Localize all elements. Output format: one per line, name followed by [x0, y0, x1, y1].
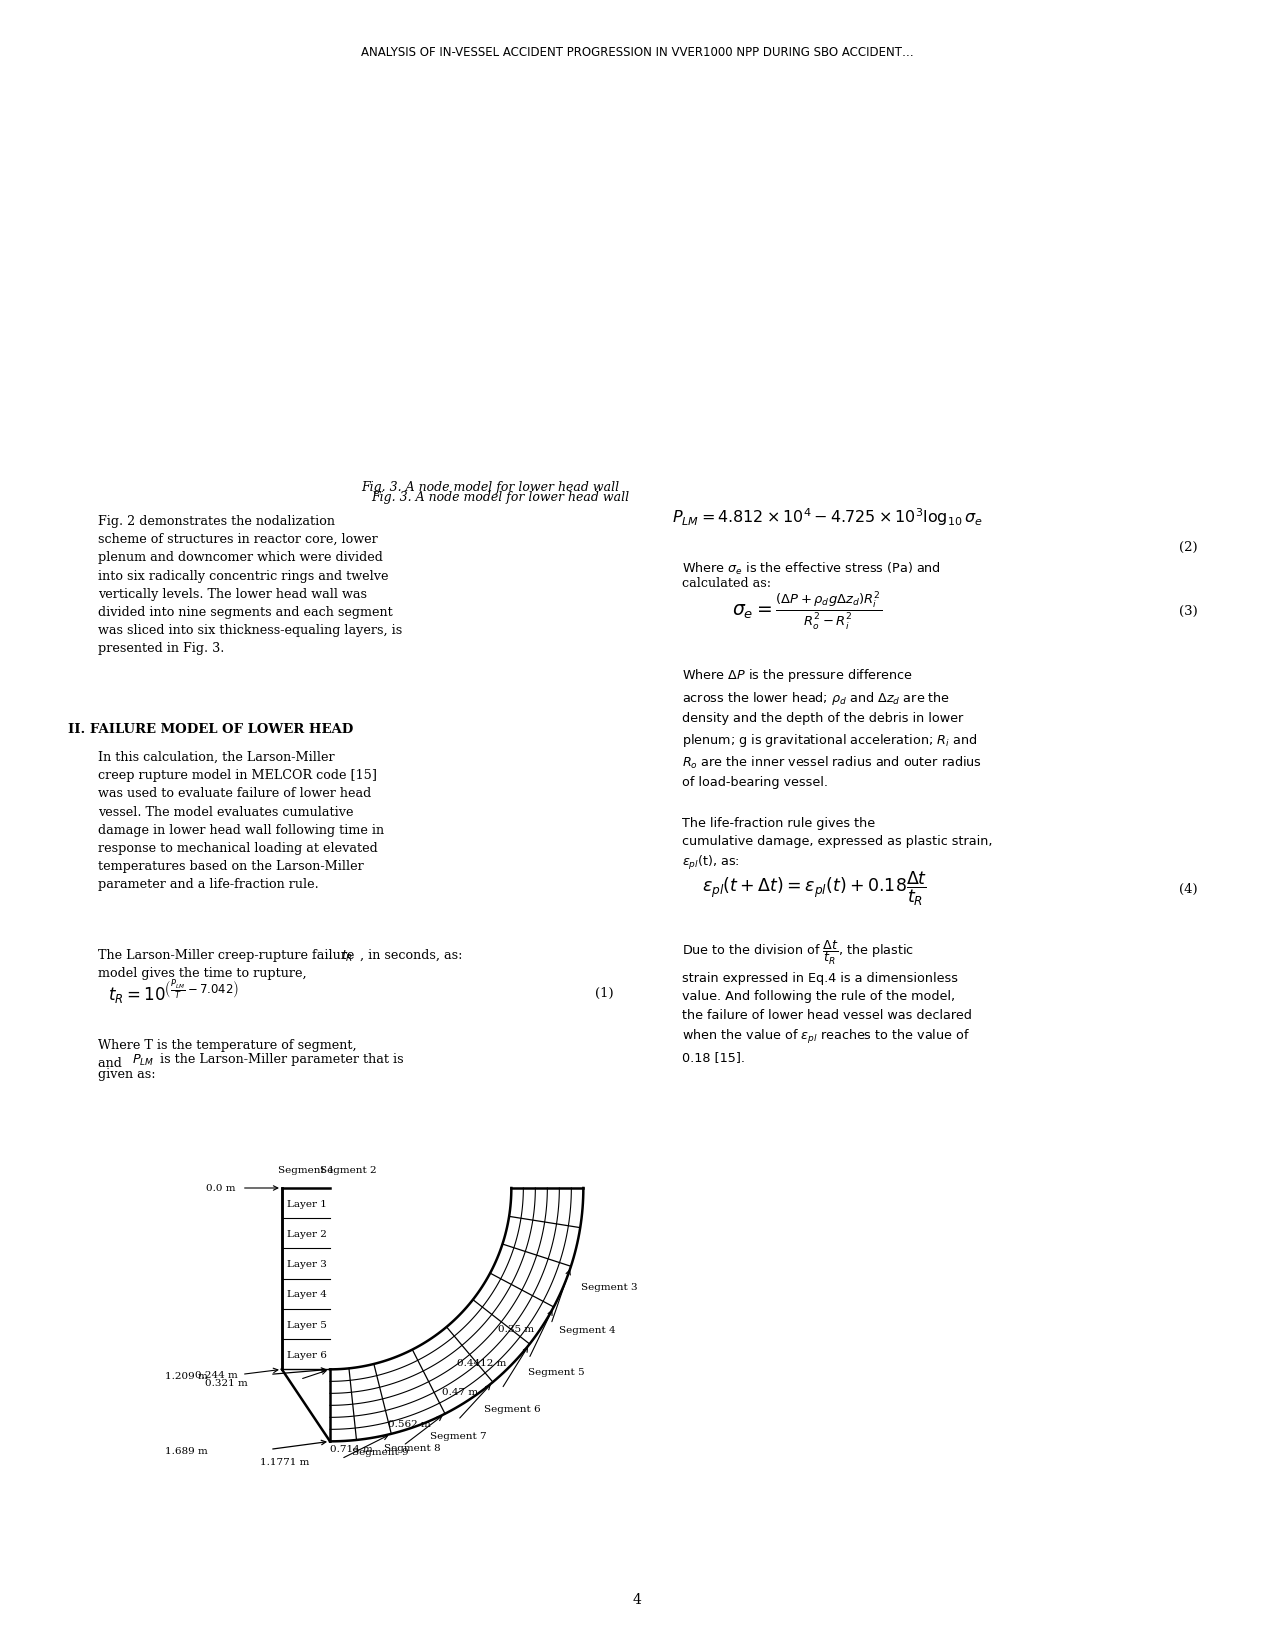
Text: II. FAILURE MODEL OF LOWER HEAD: II. FAILURE MODEL OF LOWER HEAD: [68, 722, 353, 735]
Text: Segment 3: Segment 3: [581, 1282, 637, 1290]
Text: 0.4412 m: 0.4412 m: [457, 1358, 507, 1368]
Text: (4): (4): [1180, 882, 1198, 895]
Text: 0.244 m: 0.244 m: [195, 1369, 238, 1379]
Text: 1.1771 m: 1.1771 m: [260, 1457, 310, 1467]
Text: 0.714 m: 0.714 m: [330, 1444, 373, 1454]
Text: Layer 6: Layer 6: [287, 1350, 326, 1360]
Text: Fig. 3. A node model for lower head wall: Fig. 3. A node model for lower head wall: [371, 491, 629, 504]
Text: Segment 2: Segment 2: [320, 1165, 376, 1175]
Text: $t_R = 10^{\left(\frac{P_{LM}}{T} - 7.042\right)}$: $t_R = 10^{\left(\frac{P_{LM}}{T} - 7.04…: [108, 979, 240, 1007]
Text: $\varepsilon_{pl}(t + \Delta t) = \varepsilon_{pl}(t) + 0.18\dfrac{\Delta t}{t_R: $\varepsilon_{pl}(t + \Delta t) = \varep…: [702, 868, 927, 908]
Text: Layer 3: Layer 3: [287, 1259, 326, 1269]
Text: Layer 5: Layer 5: [287, 1320, 326, 1328]
Text: 0.35 m: 0.35 m: [498, 1323, 534, 1333]
Text: In this calculation, the Larson-Miller
creep rupture model in MELCOR code [15]
w: In this calculation, the Larson-Miller c…: [98, 750, 385, 892]
Text: ANALYSIS OF IN-VESSEL ACCIDENT PROGRESSION IN VVER1000 NPP DURING SBO ACCIDENT…: ANALYSIS OF IN-VESSEL ACCIDENT PROGRESSI…: [361, 46, 913, 58]
Text: Segment 1: Segment 1: [278, 1165, 334, 1175]
Text: 4: 4: [633, 1592, 641, 1607]
Text: Segment 9: Segment 9: [352, 1447, 409, 1457]
Text: 1.209 m: 1.209 m: [166, 1371, 208, 1379]
Text: 0.321 m: 0.321 m: [205, 1378, 248, 1388]
Text: 0.0 m: 0.0 m: [206, 1183, 236, 1193]
Text: Due to the division of $\dfrac{\Delta t}{t_R}$, the plastic
strain expressed in : Due to the division of $\dfrac{\Delta t}…: [682, 938, 972, 1063]
Text: Fig. 2 demonstrates the nodalization
scheme of structures in reactor core, lower: Fig. 2 demonstrates the nodalization sch…: [98, 514, 403, 654]
Text: $\sigma_e = \frac{(\Delta P + \rho_d g \Delta z_d) R_i^2}{R_o^2 - R_i^2}$: $\sigma_e = \frac{(\Delta P + \rho_d g \…: [733, 590, 882, 631]
Text: (1): (1): [595, 986, 614, 999]
Text: $P_{LM}$: $P_{LM}$: [132, 1053, 154, 1068]
Text: The life-fraction rule gives the
cumulative damage, expressed as plastic strain,: The life-fraction rule gives the cumulat…: [682, 816, 992, 872]
Text: Where $\Delta P$ is the pressure difference
across the lower head; $\rho_d$ and : Where $\Delta P$ is the pressure differe…: [682, 666, 982, 789]
Text: Segment 6: Segment 6: [484, 1404, 540, 1412]
Text: $t_R$: $t_R$: [341, 949, 353, 964]
Text: Segment 8: Segment 8: [383, 1444, 441, 1452]
Text: Layer 2: Layer 2: [287, 1229, 326, 1238]
Text: Layer 4: Layer 4: [287, 1289, 326, 1299]
Text: (3): (3): [1180, 605, 1198, 616]
Text: Where $\sigma_e$ is the effective stress (Pa) and: Where $\sigma_e$ is the effective stress…: [682, 560, 941, 577]
Text: Layer 1: Layer 1: [287, 1198, 326, 1208]
Text: The Larson-Miller creep-rupture failure
model gives the time to rupture,: The Larson-Miller creep-rupture failure …: [98, 949, 354, 979]
Text: calculated as:: calculated as:: [682, 577, 771, 590]
Text: Fig. 3. A node model for lower head wall: Fig. 3. A node model for lower head wall: [361, 481, 619, 494]
Text: $P_{LM} = 4.812 \times 10^4 - 4.725 \times 10^3 \log_{10} \sigma_e$: $P_{LM} = 4.812 \times 10^4 - 4.725 \tim…: [671, 506, 984, 527]
Text: 1.689 m: 1.689 m: [166, 1445, 208, 1455]
Text: Segment 7: Segment 7: [431, 1430, 487, 1440]
Text: 0.47 m: 0.47 m: [442, 1388, 478, 1396]
Text: Segment 4: Segment 4: [559, 1325, 615, 1335]
Text: 0.562 m: 0.562 m: [389, 1419, 431, 1427]
Text: , in seconds, as:: , in seconds, as:: [361, 949, 462, 961]
Text: Segment 5: Segment 5: [527, 1366, 585, 1376]
Text: given as:: given as:: [98, 1068, 155, 1081]
Text: Where T is the temperature of segment,
and: Where T is the temperature of segment, a…: [98, 1038, 357, 1070]
Text: is the Larson-Miller parameter that is: is the Larson-Miller parameter that is: [155, 1053, 404, 1065]
Text: (2): (2): [1180, 541, 1198, 554]
